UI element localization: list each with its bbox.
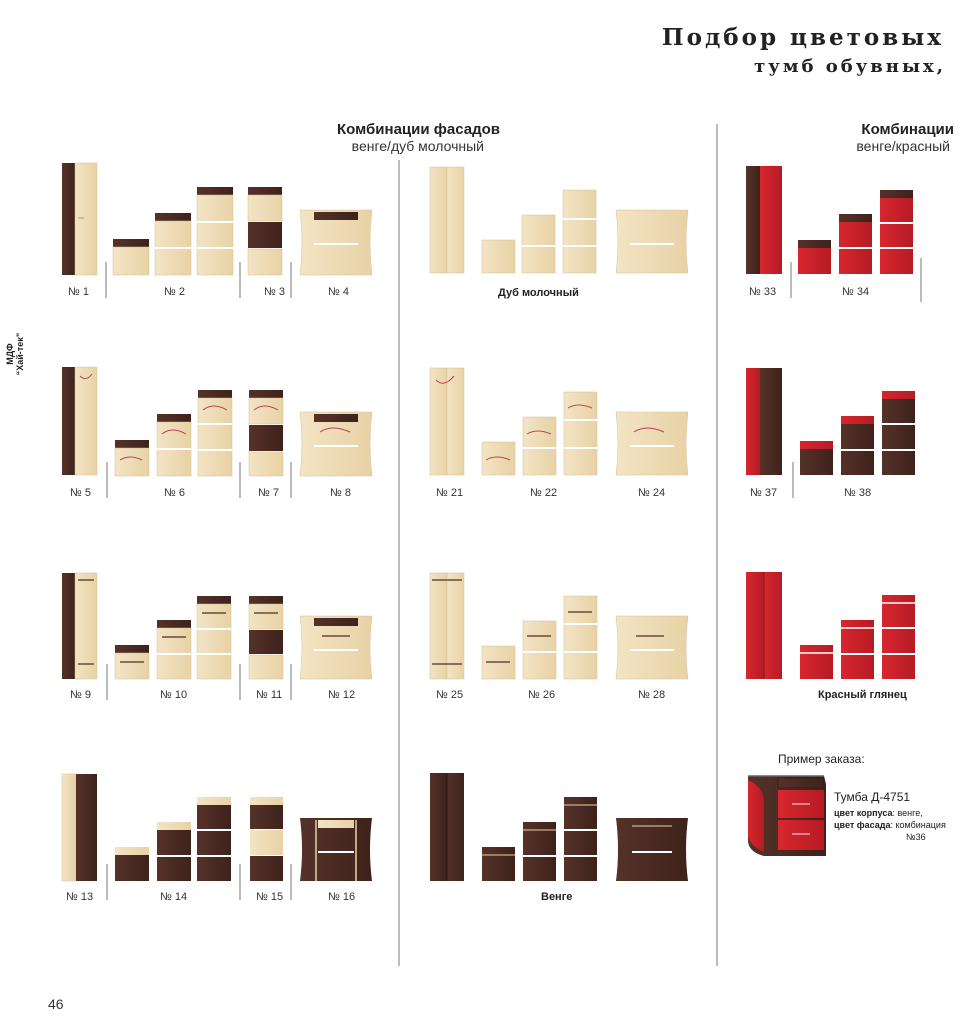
row-2-middle-group bbox=[429, 367, 689, 476]
order-example-body-color: цвет корпуса: венге, bbox=[834, 808, 923, 818]
row-1-middle-group bbox=[429, 166, 689, 274]
label-oak-milk: Дуб молочный bbox=[498, 287, 579, 299]
label-venge: Венге bbox=[541, 891, 573, 903]
label-combination-14: № 14 bbox=[160, 891, 188, 903]
right-section-title: Комбинации bbox=[861, 121, 954, 138]
label-combination-24: № 24 bbox=[638, 487, 666, 499]
label-combination-33: № 33 bbox=[749, 286, 777, 298]
label-combination-22: № 22 bbox=[530, 487, 558, 499]
page-title: Подбор цветовых bbox=[661, 24, 944, 51]
label-combination-4: № 4 bbox=[328, 286, 349, 298]
column-divider-middle bbox=[398, 160, 400, 966]
label-combination-15: № 15 bbox=[256, 891, 284, 903]
row-3-right-group bbox=[746, 572, 915, 679]
row-4-left-group bbox=[61, 773, 372, 900]
label-combination-28: № 28 bbox=[638, 689, 666, 701]
page-subtitle: тумб обувных, bbox=[754, 56, 946, 77]
column-divider-right bbox=[716, 124, 718, 966]
label-combination-38: № 38 bbox=[844, 487, 872, 499]
label-combination-7: № 7 bbox=[258, 487, 279, 499]
row-3-left-group bbox=[62, 572, 373, 700]
label-combination-2: № 2 bbox=[164, 286, 185, 298]
label-combination-25: № 25 bbox=[436, 689, 464, 701]
label-combination-3: № 3 bbox=[264, 286, 285, 298]
body-color-label: цвет корпуса bbox=[834, 808, 893, 818]
row-3-middle-group bbox=[429, 572, 689, 680]
order-example-facade-color: цвет фасада: комбинация bbox=[834, 820, 946, 830]
label-combination-8: № 8 bbox=[330, 487, 351, 499]
facade-color-value: : комбинация bbox=[890, 820, 946, 830]
left-section-subtitle: венге/дуб молочный bbox=[351, 138, 484, 154]
label-combination-12: № 12 bbox=[328, 689, 356, 701]
label-combination-26: № 26 bbox=[528, 689, 556, 701]
label-combination-21: № 21 bbox=[436, 487, 464, 499]
label-combination-37: № 37 bbox=[750, 487, 778, 499]
order-example-cabinet bbox=[748, 775, 826, 856]
label-combination-1: № 1 bbox=[68, 286, 89, 298]
row-2-left-group bbox=[62, 366, 373, 498]
facade-color-label: цвет фасада bbox=[834, 820, 891, 830]
left-section-title: Комбинации фасадов bbox=[337, 121, 500, 138]
row-4-middle-group bbox=[430, 773, 688, 881]
label-combination-10: № 10 bbox=[160, 689, 188, 701]
label-combination-9: № 9 bbox=[70, 689, 91, 701]
label-red-gloss: Красный глянец bbox=[818, 689, 907, 701]
order-example-title: Пример заказа: bbox=[778, 752, 865, 766]
row-2-right-group bbox=[746, 368, 915, 498]
label-combination-11: № 11 bbox=[256, 689, 283, 701]
body-color-value: : венге, bbox=[892, 808, 923, 818]
page-number: 46 bbox=[48, 996, 64, 1012]
row-1-left-group bbox=[62, 162, 373, 298]
order-example-facade-number: №36 bbox=[906, 832, 926, 842]
right-section-subtitle: венге/красный bbox=[856, 138, 950, 154]
label-combination-34: № 34 bbox=[842, 286, 870, 298]
label-combination-6: № 6 bbox=[164, 487, 185, 499]
order-example-model: Тумба Д-4751 bbox=[834, 790, 911, 804]
row-1-right-group bbox=[746, 166, 922, 302]
label-combination-13: № 13 bbox=[66, 891, 94, 903]
label-combination-5: № 5 bbox=[70, 487, 91, 499]
label-combination-16: № 16 bbox=[328, 891, 356, 903]
